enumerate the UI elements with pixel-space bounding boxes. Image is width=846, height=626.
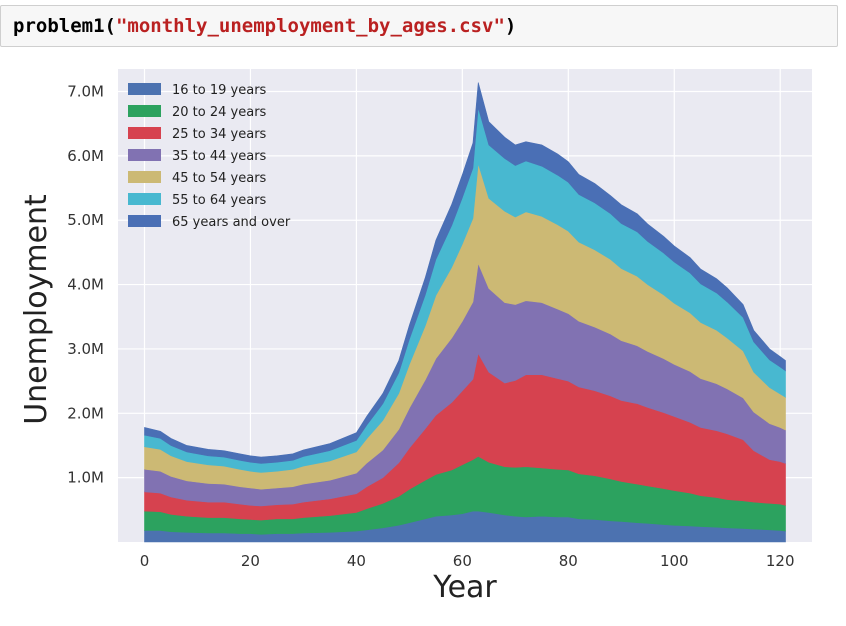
legend-swatch — [128, 171, 161, 183]
legend-label: 35 to 44 years — [172, 149, 267, 164]
legend-swatch — [128, 149, 161, 161]
legend-swatch — [128, 127, 161, 139]
area-65-years-and-over — [144, 82, 786, 464]
x-tick-label: 120 — [766, 552, 795, 570]
x-axis-label: Year — [432, 570, 497, 605]
x-axis-ticks: 0 20 40 60 80 100 120 — [140, 552, 795, 570]
code-close-paren: ) — [504, 15, 517, 37]
legend-swatch — [128, 105, 161, 117]
code-string-argument: "monthly_unemployment_by_ages.csv" — [115, 15, 505, 37]
legend-label: 65 years and over — [172, 215, 291, 230]
y-tick-label: 2.0M — [67, 404, 104, 422]
code-function-call: problem1( — [13, 15, 116, 37]
legend-label: 25 to 34 years — [172, 127, 267, 142]
x-tick-label: 80 — [559, 552, 578, 570]
x-tick-label: 20 — [241, 552, 260, 570]
y-axis-ticks: 1.0M 2.0M 3.0M 4.0M 5.0M 6.0M 7.0M — [67, 83, 104, 487]
legend-swatch — [128, 83, 161, 95]
legend-swatch — [128, 215, 161, 227]
y-tick-label: 3.0M — [67, 340, 104, 358]
legend-label: 55 to 64 years — [172, 193, 267, 208]
code-line: problem1("monthly_unemployment_by_ages.c… — [13, 15, 516, 37]
x-tick-label: 40 — [347, 552, 366, 570]
x-tick-label: 60 — [453, 552, 472, 570]
legend-label: 16 to 19 years — [172, 83, 267, 98]
legend-swatch — [128, 193, 161, 205]
legend: 16 to 19 years 20 to 24 years 25 to 34 yea… — [128, 83, 291, 230]
x-tick-label: 100 — [660, 552, 689, 570]
x-tick-label: 0 — [140, 552, 150, 570]
y-tick-label: 7.0M — [67, 83, 104, 101]
y-tick-label: 1.0M — [67, 469, 104, 487]
area-series — [144, 82, 786, 543]
y-tick-label: 6.0M — [67, 147, 104, 165]
y-tick-label: 4.0M — [67, 276, 104, 294]
legend-label: 20 to 24 years — [172, 105, 267, 120]
y-axis-label: Unemployment — [19, 194, 54, 425]
legend-label: 45 to 54 years — [172, 171, 267, 186]
y-tick-label: 5.0M — [67, 211, 104, 229]
code-cell[interactable]: problem1("monthly_unemployment_by_ages.c… — [0, 5, 838, 47]
